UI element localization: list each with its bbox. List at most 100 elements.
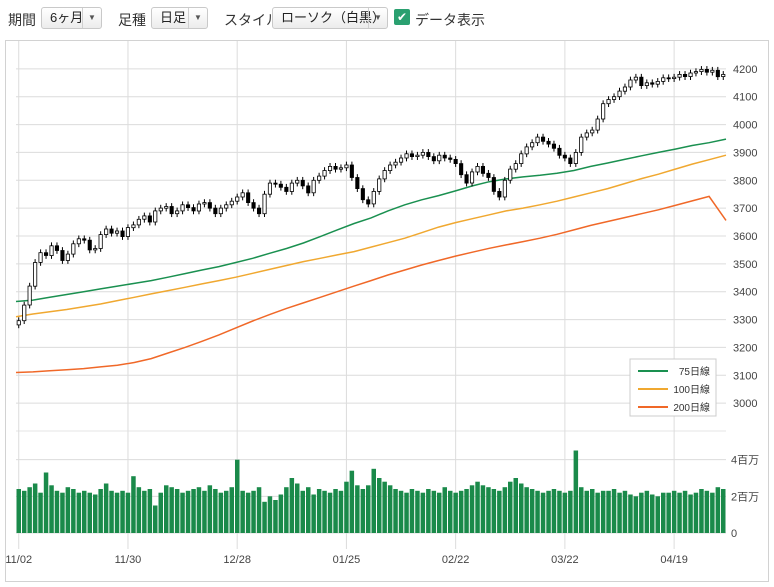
period-select[interactable]: 6ヶ月 ▼	[41, 7, 102, 29]
volume-bar	[54, 490, 60, 533]
volume-bar	[491, 489, 497, 533]
candle-body	[262, 193, 267, 215]
show-data-checkbox[interactable]: ✔	[394, 9, 410, 25]
period-label: 期間	[8, 12, 36, 28]
price-tick-label: 3800	[733, 175, 757, 187]
price-tick-label: 3500	[733, 259, 757, 271]
price-tick-label: 3100	[733, 370, 757, 382]
volume-bar	[360, 489, 366, 533]
candle-body	[409, 153, 414, 158]
candle-body	[491, 177, 496, 192]
volume-bar	[366, 485, 371, 533]
candle-body	[98, 234, 103, 249]
candle-body	[393, 161, 398, 166]
candle-body	[267, 182, 272, 195]
volume-bar	[224, 490, 229, 533]
volume-bar	[524, 487, 529, 533]
volume-bar	[437, 492, 442, 533]
volume-bar	[16, 489, 21, 533]
candle-body	[431, 156, 436, 162]
candle-body	[213, 207, 218, 215]
volume-bar	[142, 490, 147, 533]
candle-body	[519, 153, 524, 165]
volume-bar	[633, 496, 639, 533]
volume-bar	[120, 490, 125, 533]
volume-bar	[125, 492, 131, 533]
candle-body	[16, 320, 21, 326]
style-select[interactable]: ローソク（白黒） ▼	[272, 7, 388, 29]
price-tick-label: 3600	[733, 231, 757, 243]
volume-bar	[551, 489, 557, 533]
ma200-line	[15, 195, 727, 374]
volume-bar	[590, 489, 595, 533]
volume-bar	[458, 490, 464, 533]
candle-body	[76, 238, 81, 245]
candle-body	[677, 74, 682, 78]
volume-bar	[519, 483, 524, 533]
candle-body	[289, 182, 294, 192]
candle-body	[295, 179, 300, 184]
candle-body	[557, 147, 562, 156]
volume-bar	[721, 489, 726, 533]
volume-bar	[453, 492, 458, 533]
candle-body	[207, 202, 212, 209]
candle-body	[579, 136, 584, 153]
candle-body	[388, 164, 393, 171]
volume-bar	[180, 492, 185, 533]
candle-body	[573, 152, 578, 164]
candle-body	[486, 172, 491, 178]
volume-bar	[327, 492, 333, 533]
volume-bar	[715, 487, 721, 533]
volume-bar	[486, 487, 491, 533]
volume-bar	[38, 492, 43, 533]
candle-body	[535, 136, 540, 144]
candle-body	[437, 154, 442, 162]
volume-bar	[136, 487, 142, 533]
volume-bar	[185, 490, 191, 533]
candle-body	[382, 170, 387, 180]
candle-body	[541, 136, 546, 142]
volume-bar	[153, 505, 158, 533]
volume-tick-label: 0	[731, 528, 737, 540]
candle-body	[125, 227, 131, 237]
candle-body	[398, 157, 404, 163]
volume-bar	[311, 494, 316, 533]
volume-bar	[600, 490, 606, 533]
candle-body	[497, 190, 502, 198]
volume-bar	[229, 487, 234, 533]
volume-bar	[109, 490, 114, 533]
candle-body	[508, 168, 513, 181]
candle-body	[606, 99, 611, 105]
volume-bar	[617, 492, 622, 533]
ashi-select[interactable]: 日足 ▼	[151, 7, 208, 29]
volume-bar	[415, 490, 420, 533]
candle-body	[524, 146, 529, 155]
candle-body	[136, 218, 141, 226]
candle-body	[142, 215, 147, 220]
legend-label: 100日線	[673, 383, 710, 396]
candle-body	[464, 174, 469, 184]
volume-bar	[49, 485, 54, 533]
candle-body	[218, 207, 223, 215]
volume-bar	[666, 492, 671, 533]
volume-bar	[442, 487, 447, 533]
candle-body	[633, 76, 638, 81]
volume-bar	[568, 490, 573, 533]
volume-bar	[82, 490, 87, 533]
candle-body	[180, 204, 185, 212]
date-tick-label: 02/22	[442, 554, 470, 566]
volume-bar	[704, 490, 710, 533]
candle-body	[655, 81, 660, 85]
volume-bar	[382, 481, 387, 533]
date-tick-label: 04/19	[660, 554, 688, 566]
candle-body	[453, 159, 458, 165]
volume-bar	[699, 489, 704, 533]
price-tick-label: 3900	[733, 147, 757, 159]
candle-body	[426, 152, 431, 158]
volume-bar	[333, 489, 338, 533]
show-data-label: データ表示	[415, 12, 485, 28]
candle-body	[502, 179, 507, 198]
candle-body	[366, 199, 371, 205]
volume-bar	[431, 490, 437, 533]
candle-body	[196, 203, 202, 212]
